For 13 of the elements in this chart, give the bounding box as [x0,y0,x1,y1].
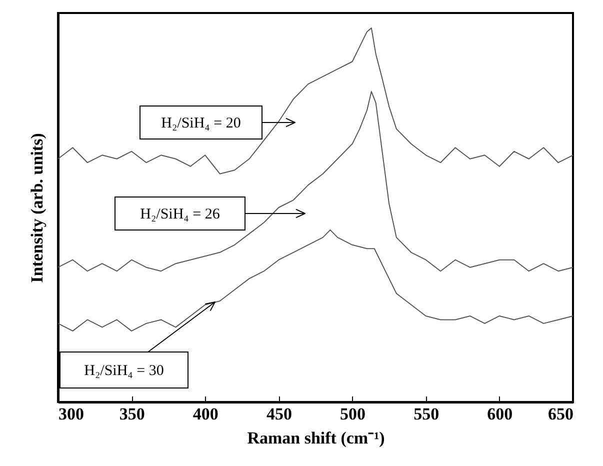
x-tick-label: 400 [192,404,218,424]
x-tick-label: 350 [119,404,145,424]
x-tick-label: 300 [58,404,84,424]
y-axis-title: Intensity (arb. units) [28,133,46,283]
x-tick-label: 550 [414,404,440,424]
x-tick-label: 500 [340,404,366,424]
x-tick-label: 650 [548,404,574,424]
x-axis-title: Raman shift (cm⁻¹) [247,428,385,448]
annotation: H₂/SiH₄ = 20 [161,116,241,132]
x-tick-label: 600 [487,404,513,424]
annotation: H₂/SiH₄ = 30 [84,363,164,379]
x-tick-label: 450 [266,404,292,424]
annotation: H₂/SiH₄ = 26 [140,206,220,222]
